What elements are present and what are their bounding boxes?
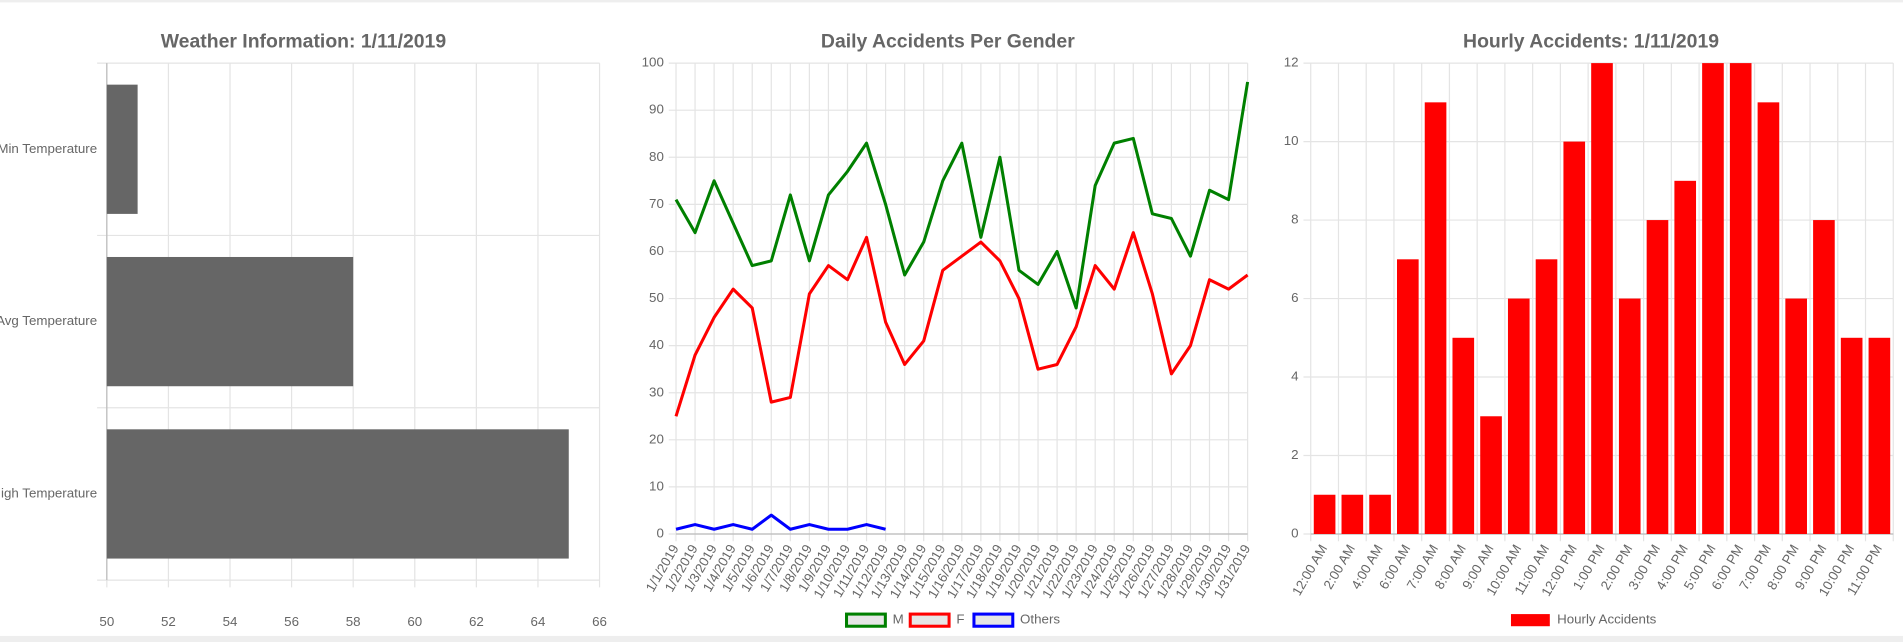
y-tick-label: 20	[649, 431, 664, 446]
x-tick-label: 62	[469, 614, 484, 629]
y-tick-label: 6	[1291, 290, 1298, 305]
y-tick-label: 60	[649, 243, 664, 258]
top-border	[0, 0, 1903, 3]
y-tick-label: 2	[1291, 447, 1298, 462]
bar	[1840, 337, 1863, 534]
y-tick-label: 70	[649, 196, 664, 211]
x-tick-label: 52	[161, 614, 176, 629]
bar	[1702, 63, 1724, 534]
bar	[1480, 416, 1502, 534]
x-tick-label: 58	[346, 614, 361, 629]
bar	[1674, 180, 1697, 534]
y-tick-label: 0	[656, 526, 663, 541]
bar	[1535, 259, 1558, 534]
bar	[1341, 494, 1364, 534]
x-tick-label: 64	[531, 614, 546, 629]
legend-label: Others	[1020, 612, 1060, 627]
y-tick-label: Min Temperature	[0, 141, 97, 156]
bar	[1452, 337, 1475, 534]
x-tick-label: 66	[592, 614, 607, 629]
bar	[1369, 494, 1391, 534]
legend-swatch	[972, 612, 1015, 628]
line-series	[674, 231, 1249, 417]
chart-title: Hourly Accidents: 1/11/2019	[1463, 31, 1719, 53]
x-tick-label: 50	[99, 614, 114, 629]
bar	[1563, 141, 1586, 534]
y-tick-label: 4	[1291, 369, 1299, 384]
y-tick-label: 50	[649, 290, 664, 305]
chart-title: Daily Accidents Per Gender	[821, 31, 1075, 53]
bar	[1646, 220, 1669, 534]
legend-swatch	[908, 612, 951, 628]
legend-swatch	[1510, 614, 1550, 627]
bar	[1868, 337, 1891, 534]
bar	[1757, 102, 1780, 534]
bar	[1785, 298, 1807, 534]
x-tick-label: 60	[407, 614, 422, 629]
y-tick-label: 100	[642, 55, 664, 70]
legend-label: M	[893, 612, 904, 627]
bar	[1813, 220, 1835, 534]
line-series	[675, 513, 886, 531]
bar	[1396, 259, 1419, 534]
legend-label: F	[956, 612, 964, 627]
y-tick-label: 30	[649, 384, 664, 399]
bar	[1507, 298, 1530, 534]
y-tick-label: 10	[649, 478, 664, 493]
y-tick-label: 12	[1284, 55, 1299, 70]
legend-label: Hourly Accidents	[1557, 612, 1657, 627]
y-tick-label: High Temperature	[0, 485, 97, 500]
y-tick-label: 0	[1291, 526, 1298, 541]
y-tick-label: 8	[1291, 212, 1298, 227]
bottom-border	[0, 635, 1903, 642]
bar	[106, 256, 354, 387]
bar	[1618, 298, 1641, 534]
x-tick-label: 54	[223, 614, 238, 629]
y-tick-label: Avg Temperature	[0, 313, 97, 328]
bar	[1591, 63, 1613, 534]
y-tick-label: 10	[1284, 133, 1299, 148]
bar	[106, 429, 569, 559]
y-tick-label: 80	[649, 149, 664, 164]
x-tick-label: 56	[284, 614, 299, 629]
bar	[106, 84, 138, 214]
bar	[1424, 102, 1447, 534]
chart-title: Weather Information: 1/11/2019	[161, 31, 447, 53]
y-tick-label: 90	[649, 102, 664, 117]
bar	[1313, 494, 1336, 534]
legend-swatch	[845, 612, 887, 628]
bar	[1729, 63, 1752, 534]
line-series	[674, 81, 1250, 310]
y-tick-label: 40	[649, 337, 664, 352]
